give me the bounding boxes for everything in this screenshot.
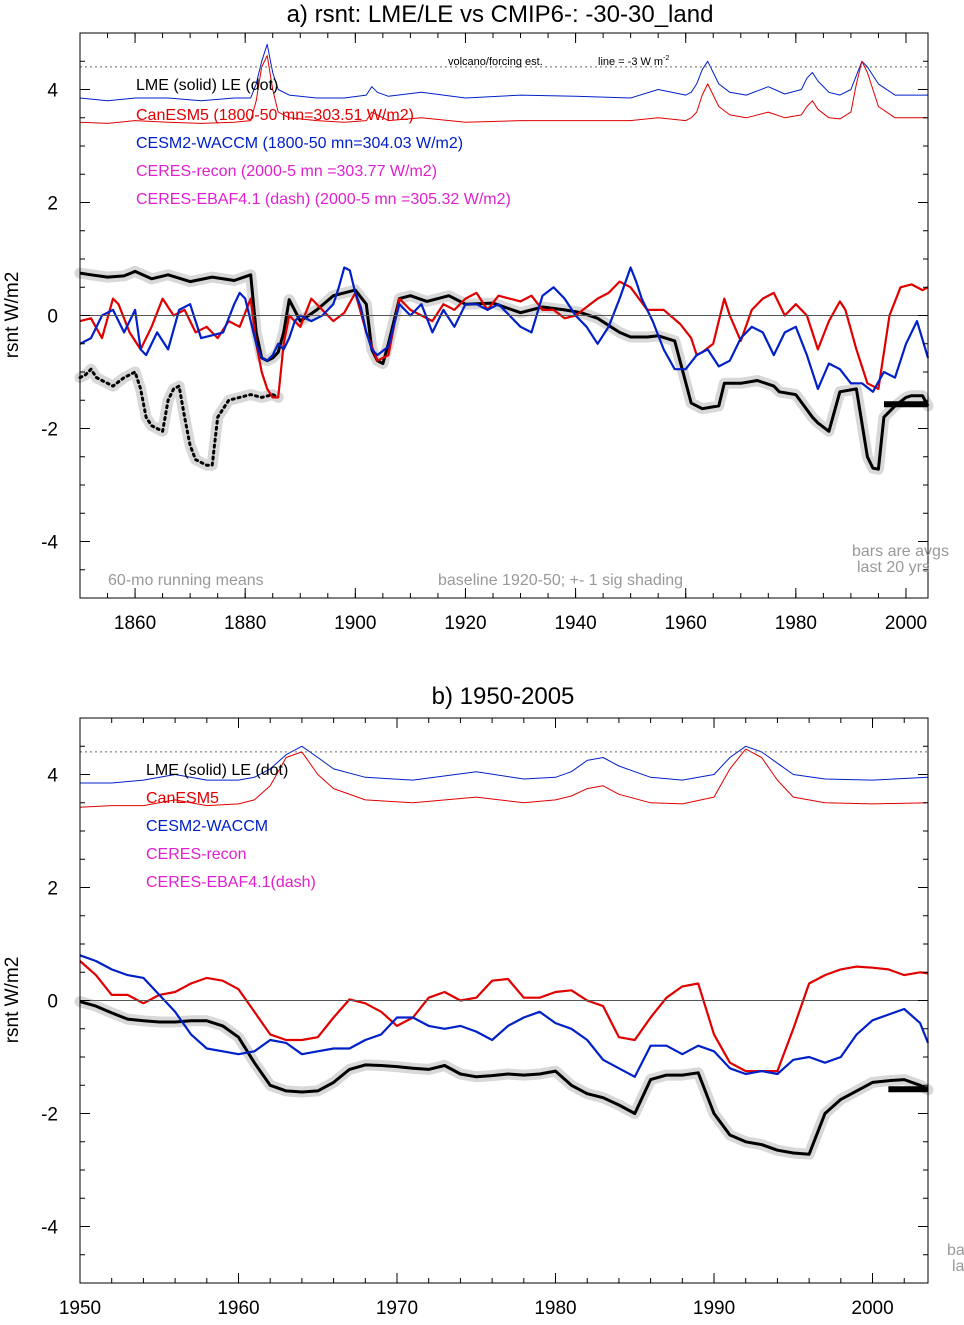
legend-entry-canesm5: CanESM5 (1800-50 mn=303.51 W/m2) (136, 107, 414, 124)
x-tick-label: 2000 (851, 1298, 893, 1319)
legend-entry-cesm2-waccm: CESM2-WACCM (146, 818, 268, 835)
bars-note-1: bars are avgs (852, 543, 949, 560)
legend-entry-canesm5: CanESM5 (146, 790, 219, 807)
x-tick-label: 1880 (224, 613, 266, 634)
legend-entry-ceres-ebaf: CERES-EBAF4.1(dash) (146, 874, 316, 891)
volcano-label: volcano/forcing est. (448, 56, 543, 68)
series-line-canesm5-forcing (79, 748, 929, 808)
x-tick-label: 1950 (59, 1298, 101, 1319)
lme-uncertainty-shading (74, 996, 934, 1160)
x-tick-label: 1900 (334, 613, 376, 634)
series-line-cesm2-waccm (79, 954, 930, 1078)
x-tick-label: 1970 (376, 1298, 418, 1319)
y-axis-label: rsnt W/m2 (2, 272, 23, 359)
y-tick-label: 4 (47, 766, 58, 787)
axes: 1860 1880 1900 1920 1940 1960 1980 2000 4 2 0 -2 -4 (41, 32, 929, 634)
x-tick-label: 1960 (217, 1298, 259, 1319)
legend-entry-lme-le: LME (solid) LE (dot) (136, 77, 278, 94)
shading-lme-solid (74, 996, 934, 1160)
y-tick-label: 0 (47, 992, 58, 1013)
y-tick-label: -2 (41, 420, 58, 441)
series-line-cesm2-waccm (79, 266, 930, 393)
series-line-canesm5 (79, 960, 929, 1073)
x-tick-label: 1860 (114, 613, 156, 634)
legend-entry-lme-le: LME (solid) LE (dot) (146, 762, 288, 779)
legend: LME (solid) LE (dot) CanESM5 (1800-50 mn… (136, 77, 511, 208)
legend-entry-cesm2-waccm: CESM2-WACCM (1800-50 mn=304.03 W/m2) (136, 135, 463, 152)
x-tick-label: 1960 (665, 613, 707, 634)
y-tick-label: 2 (47, 194, 58, 215)
running-means-note: 60-mo running means (108, 572, 264, 589)
chart-title: b) 1950-2005 (432, 683, 575, 710)
baseline-note: baseline 1920-50; +- 1 sig shading (438, 572, 683, 589)
axes: 1950 1960 1970 1980 1990 2000 4 2 0 -2 -4 (41, 717, 929, 1319)
bars-note-2: la (952, 1258, 964, 1275)
series-line-le-dot (78, 367, 280, 467)
series-lines (79, 745, 930, 1156)
shading-lme-solid (74, 265, 934, 475)
x-tick-label: 1940 (554, 613, 596, 634)
lme-uncertainty-shading (74, 265, 934, 475)
x-tick-label: 1920 (444, 613, 486, 634)
x-tick-label: 2000 (885, 613, 927, 634)
series-line-lme-forcing (79, 43, 928, 102)
forcing-line-label: line = -3 W m-2 (598, 55, 669, 68)
x-tick-label: 1980 (775, 613, 817, 634)
y-tick-label: 4 (47, 81, 58, 102)
series-line-lme-solid (79, 1000, 929, 1156)
series-line-lme-forcing (80, 745, 929, 784)
bars-note-2: last 20 yrs (857, 559, 930, 576)
y-axis-label: rsnt W/m2 (2, 957, 23, 1044)
y-tick-label: -4 (41, 1218, 58, 1239)
x-tick-label: 1980 (534, 1298, 576, 1319)
series-line-lme-solid (79, 269, 930, 471)
chart-title: a) rsnt: LME/LE vs CMIP6-: -30-30_land (287, 1, 714, 28)
y-tick-label: 2 (47, 879, 58, 900)
legend-entry-ceres-recon: CERES-recon (2000-5 mn =303.77 W/m2) (136, 163, 437, 180)
series-lines (78, 43, 930, 471)
forcing-line-text: line = -3 W m (598, 56, 663, 68)
legend-entry-ceres-ebaf: CERES-EBAF4.1 (dash) (2000-5 mn =305.32 … (136, 191, 511, 208)
panel-a: a) rsnt: LME/LE vs CMIP6-: -30-30_land r… (2, 1, 949, 634)
bars-note-1: ba (947, 1242, 964, 1259)
forcing-line-sup: -2 (663, 55, 669, 62)
panel-b: b) 1950-2005 rsnt W/m2 1950 1960 1970 1980 1… (2, 683, 964, 1319)
y-tick-label: 0 (47, 307, 58, 328)
legend-entry-ceres-recon: CERES-recon (146, 846, 246, 863)
x-tick-label: 1990 (693, 1298, 735, 1319)
legend: LME (solid) LE (dot) CanESM5 CESM2-WACCM… (146, 762, 316, 891)
y-tick-label: -2 (41, 1105, 58, 1126)
y-tick-label: -4 (41, 533, 58, 554)
